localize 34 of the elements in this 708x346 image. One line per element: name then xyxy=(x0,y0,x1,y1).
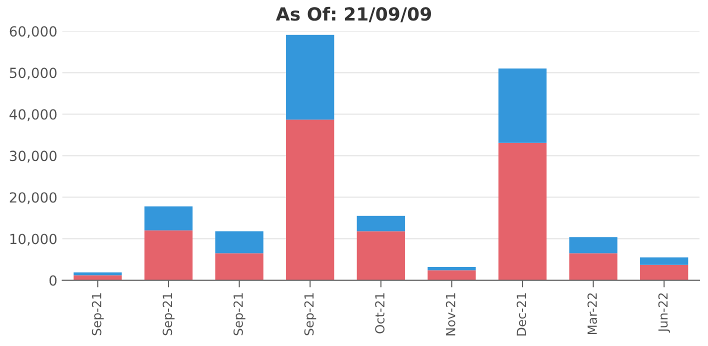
x-tick-label: Mar-22 xyxy=(587,293,597,334)
x-tick-label: Dec-21 xyxy=(516,293,526,336)
y-tick-label: 40,000 xyxy=(10,109,57,122)
bar xyxy=(144,230,193,280)
y-tick-label: 50,000 xyxy=(10,68,57,80)
bar xyxy=(498,68,547,143)
bar xyxy=(356,231,405,280)
bar xyxy=(569,237,618,254)
bar xyxy=(640,257,688,265)
y-tick-label: 10,000 xyxy=(10,234,57,246)
bar xyxy=(286,120,334,280)
bar xyxy=(215,231,264,254)
y-tick-label: 20,000 xyxy=(10,192,57,204)
x-tick-label: Sep-21 xyxy=(233,293,246,336)
y-tick-label: 60,000 xyxy=(10,26,57,38)
bar xyxy=(640,264,688,280)
bar xyxy=(286,34,334,120)
y-tick-label: 0 xyxy=(50,275,57,286)
y-tick-label: 30,000 xyxy=(10,150,57,163)
bar xyxy=(428,270,476,280)
bar xyxy=(215,253,264,280)
x-tick-label: Sep-21 xyxy=(304,293,316,336)
bar xyxy=(356,216,405,232)
x-tick-label: Oct-21 xyxy=(375,293,385,334)
bar xyxy=(428,266,476,270)
x-tick-label: Jun-22 xyxy=(658,293,670,333)
bar xyxy=(569,253,618,280)
bar xyxy=(74,272,122,276)
x-tick-label: Nov-21 xyxy=(446,293,456,336)
x-tick-label: Sep-21 xyxy=(92,293,104,336)
bar xyxy=(144,206,193,230)
x-tick-label: Sep-21 xyxy=(162,293,175,336)
chart-title: As Of: 21/09/09 xyxy=(276,6,431,22)
bar xyxy=(498,142,547,280)
